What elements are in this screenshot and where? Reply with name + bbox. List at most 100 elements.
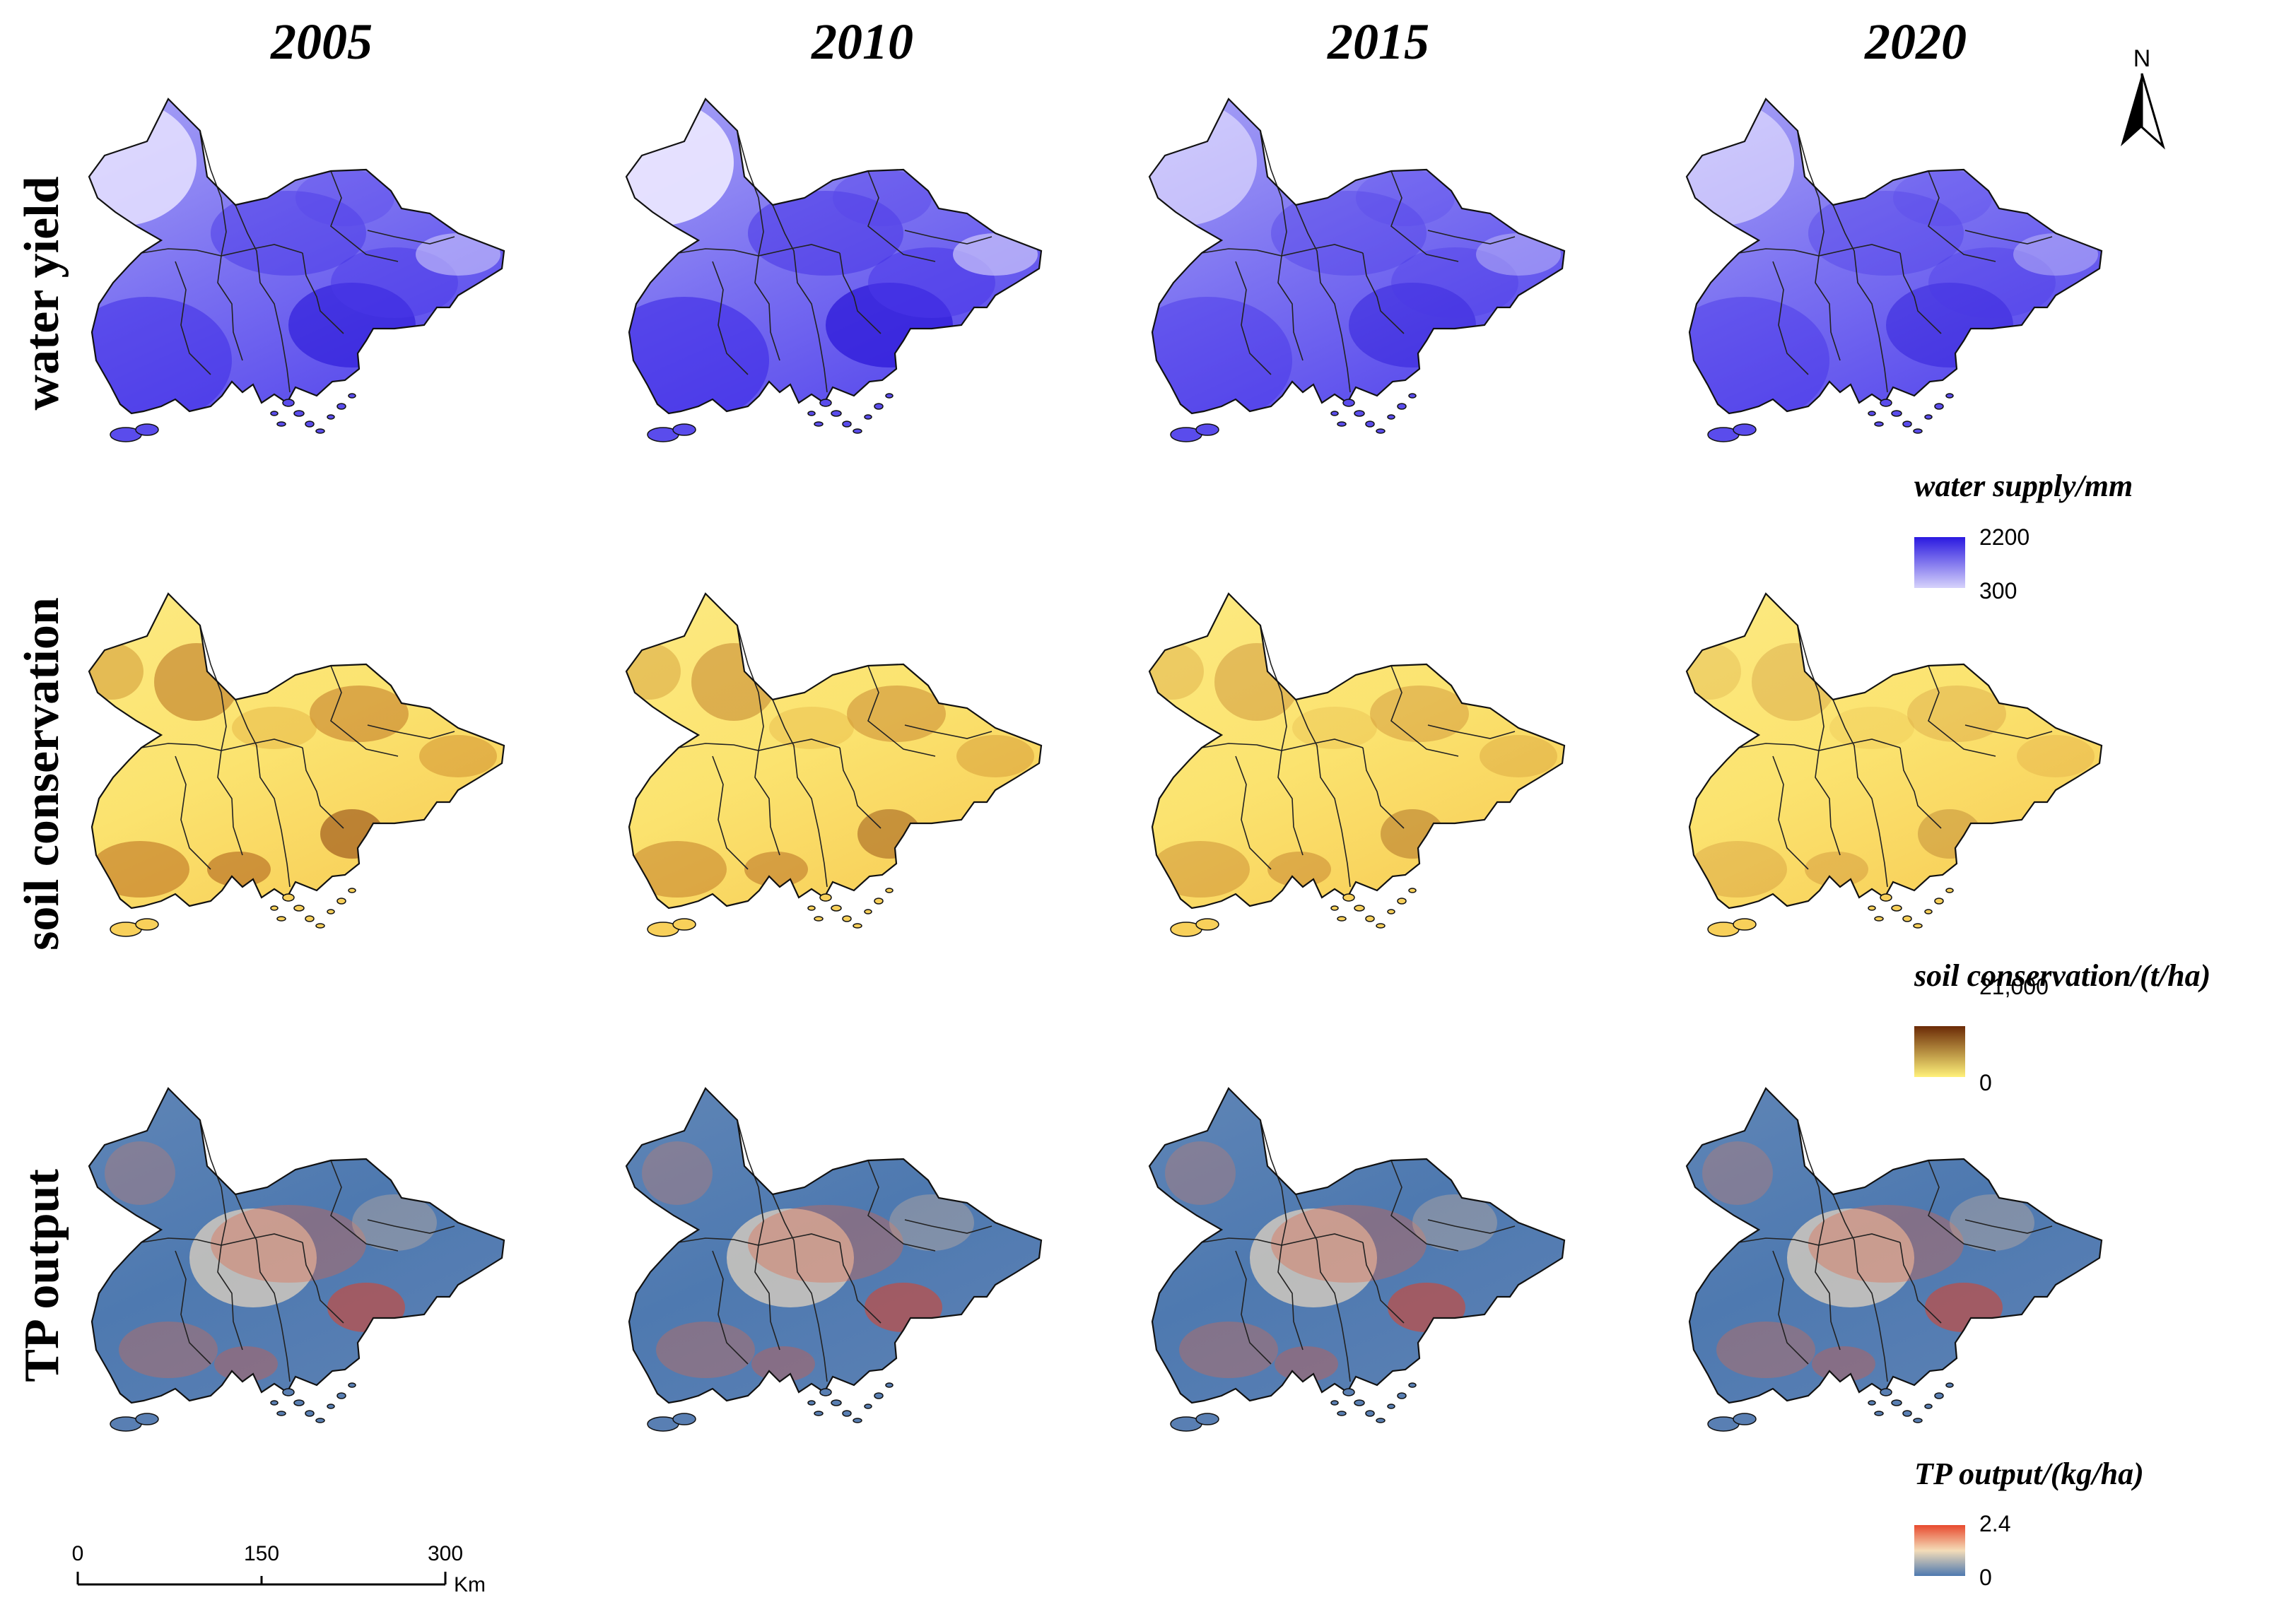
map-pattern-water-2010-1: [626, 297, 769, 413]
map-pattern-tp-2010-4: [642, 1141, 713, 1205]
map-pattern-tp-2005-0: [189, 1208, 317, 1307]
map-city-boundary-tp-2010-6: [904, 1219, 992, 1234]
legend-max-tp: 2.4: [1979, 1511, 2011, 1536]
map-island-tp-2020-10: [1945, 1382, 1954, 1388]
map-island-tp-2020-5: [1913, 1418, 1923, 1423]
map-pattern-soil-2005-7: [232, 707, 317, 749]
map-island-water-2015-10: [1408, 393, 1417, 399]
scale-tick-0: 0: [72, 1542, 84, 1565]
map-city-boundary-tp-2015-7: [1277, 1245, 1304, 1351]
map-island-tp-2005-4: [305, 1410, 315, 1417]
map-pattern-tp-2005-2: [327, 1283, 405, 1332]
legend-max-soil: 21,000: [1979, 974, 2049, 999]
map-island-water-2020-4: [1902, 420, 1912, 428]
year-label-2010: 2010: [812, 13, 913, 70]
map-island-soil-2005-5: [315, 923, 325, 929]
map-pattern-water-2015-5: [1271, 191, 1427, 276]
map-pattern-water-2005-6: [295, 170, 394, 226]
map-island-tp-2005-3: [293, 1399, 305, 1406]
map-island-tp-2020-2: [1880, 1388, 1892, 1396]
map-city-boundary-water-2020-3: [1928, 170, 1996, 262]
map-outline-water-2010: [625, 98, 1043, 415]
map-pattern-soil-2020-3: [1805, 852, 1868, 887]
map-city-boundary-soil-2010-7: [754, 750, 780, 856]
map-island-soil-2015-5: [1376, 923, 1386, 929]
map-outline-soil-2010: [625, 592, 1043, 910]
map-city-boundary-tp-2005-0: [199, 1119, 227, 1246]
map-island-soil-2010-10: [885, 888, 894, 893]
map-pattern-tp-2020-1: [1808, 1205, 1964, 1283]
map-pattern-water-2015-3: [1391, 247, 1518, 318]
map-pattern-tp-2010-1: [748, 1205, 903, 1283]
map-city-boundary-water-2020-2: [1832, 204, 1855, 252]
map-island-soil-2020-8: [1924, 909, 1933, 914]
map-island-tp-2015-8: [1387, 1404, 1395, 1409]
map-pattern-tp-2020-0: [1787, 1208, 1914, 1307]
map-pattern-water-2005-5: [211, 191, 366, 276]
map-city-boundary-water-2005-5: [256, 250, 291, 393]
map-island-tp-2015-4: [1365, 1410, 1375, 1417]
map-city-boundary-water-2005-6: [367, 230, 455, 245]
year-label-2005: 2005: [271, 13, 373, 70]
map-pattern-water-2005-0: [89, 99, 197, 226]
legend-title-soil: soil conservation/(t/ha): [1914, 958, 2211, 993]
map-soil-2005: [62, 587, 585, 982]
map-pattern-tp-2010-2: [865, 1283, 942, 1332]
map-city-boundary-soil-2020-2: [1832, 699, 1855, 746]
map-city-boundary-tp-2010-7: [754, 1245, 780, 1351]
map-city-boundary-tp-2010-3: [867, 1160, 936, 1252]
scale-unit: Km: [454, 1573, 486, 1596]
map-city-boundary-water-2020-6: [1964, 230, 2053, 245]
map-island-soil-2020-2: [1880, 893, 1892, 902]
map-island-water-2010-7: [814, 421, 824, 427]
map-city-boundary-soil-2010-2: [772, 699, 795, 746]
map-pattern-soil-2010-7: [769, 707, 854, 749]
map-pattern-soil-2015-7: [1292, 707, 1377, 749]
map-city-boundary-water-2005-2: [235, 204, 257, 252]
legend-min-tp: 0: [1979, 1565, 1992, 1590]
map-island-water-2015-2: [1342, 399, 1355, 407]
map-island-tp-2010-6: [807, 1400, 816, 1406]
map-pattern-soil-2015-6: [1480, 735, 1557, 777]
map-city-boundary-soil-2005-0: [199, 625, 227, 751]
map-city-boundary-soil-2015-6: [1427, 724, 1516, 739]
map-pattern-tp-2005-3: [119, 1322, 218, 1378]
map-island-soil-2015-10: [1408, 888, 1417, 893]
map-tp-2020: [1660, 1081, 2183, 1477]
map-island-tp-2010-4: [842, 1410, 852, 1417]
map-island-soil-2005-7: [276, 916, 286, 922]
map-island-soil-2010-5: [853, 923, 862, 929]
map-city-boundary-tp-2015-8: [1235, 1250, 1272, 1365]
map-island-water-2010-8: [864, 414, 872, 420]
map-island-water-2005-1: [135, 423, 159, 436]
map-island-soil-2010-7: [814, 916, 824, 922]
map-pattern-water-2005-1: [89, 297, 232, 413]
map-pattern-water-2015-0: [1149, 99, 1257, 226]
map-island-soil-2020-9: [1934, 898, 1944, 905]
map-island-soil-2020-10: [1945, 888, 1954, 893]
map-pattern-water-2020-0: [1687, 99, 1794, 226]
map-island-water-2015-5: [1376, 428, 1386, 434]
map-island-tp-2010-2: [819, 1388, 832, 1396]
year-label-2015: 2015: [1328, 13, 1429, 70]
legend-title-tp: TP output/(kg/ha): [1914, 1457, 2144, 1491]
map-island-soil-2020-6: [1868, 905, 1876, 911]
map-city-boundary-tp-2015-3: [1390, 1160, 1459, 1252]
map-city-boundary-tp-2020-5: [1853, 1240, 1888, 1382]
map-pattern-water-2020-5: [1808, 191, 1964, 276]
map-island-water-2015-3: [1354, 410, 1365, 417]
map-island-tp-2020-9: [1934, 1392, 1944, 1399]
map-outline-tp-2010: [625, 1087, 1043, 1404]
map-pattern-soil-2020-0: [1752, 643, 1837, 721]
legend-bar-soil: [1914, 1026, 1965, 1077]
map-island-water-2005-3: [293, 410, 305, 417]
legend-max-water: 2200: [1979, 524, 2030, 550]
map-city-boundary-water-2015-7: [1277, 255, 1304, 361]
legend-title-water: water supply/mm: [1914, 469, 2133, 503]
map-city-boundary-water-2015-3: [1390, 170, 1459, 262]
map-city-boundary-tp-2005-2: [235, 1194, 257, 1241]
map-island-tp-2020-8: [1924, 1404, 1933, 1409]
legend-min-water: 300: [1979, 578, 2017, 604]
map-city-boundary-soil-2020-8: [1772, 755, 1809, 870]
map-island-tp-2005-5: [315, 1418, 325, 1423]
